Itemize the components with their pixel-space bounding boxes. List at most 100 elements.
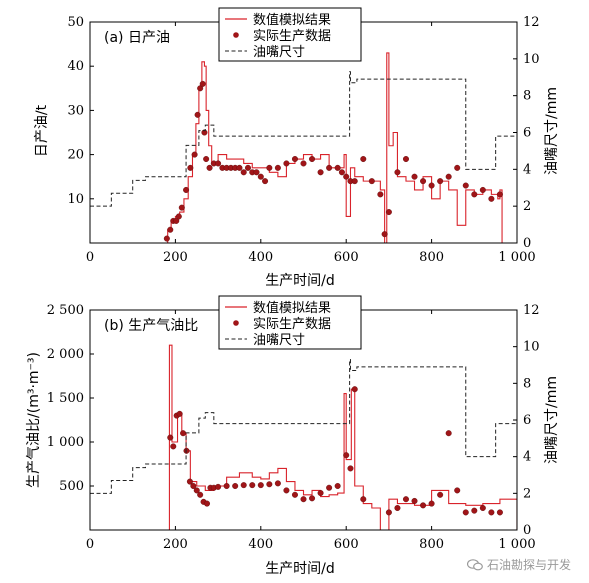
data-point [176,410,183,417]
legend-label: 数值模拟结果 [253,12,331,28]
data-point [479,186,486,193]
y-tick-label-left: 10 [67,192,84,207]
data-point [420,178,427,185]
watermark-text: 石油勘探与开发 [486,558,571,572]
data-point [257,173,264,180]
data-point [445,173,452,180]
data-point [326,164,333,171]
data-point [178,204,185,211]
data-point [462,509,469,516]
data-point [471,507,478,514]
actual-data-markers [163,80,503,242]
y-tick-label-right: 4 [523,162,531,177]
data-point [377,191,384,198]
y-tick-label-right: 0 [523,236,531,251]
data-point [309,495,316,502]
legend-label: 实际生产数据 [253,29,331,44]
chart-panel-b: 生产气油比/(m³·m⁻³) 油嘴尺寸/mm 生产时间/d 0 200 400 600… [26,295,560,577]
y-axis-title-right: 油嘴尺寸/mm [544,376,560,464]
y-tick-label-left: 30 [67,103,84,118]
data-point [167,434,174,441]
data-point [274,164,281,171]
y-tick-label-right: 2 [523,486,531,501]
y-tick-label-left: 50 [67,15,84,30]
x-tick-label: 1 000 [498,250,535,265]
legend-label: 油嘴尺寸 [253,333,305,348]
data-point [291,491,298,498]
data-point [283,487,290,494]
x-tick-label: 800 [419,250,444,265]
data-point [479,505,486,512]
choke-size-line [90,71,517,207]
choke-size-line [90,359,517,494]
data-point [236,164,243,171]
data-point [402,496,409,503]
data-point [488,195,495,202]
data-point [394,505,401,512]
y-tick-label-left: 1 000 [47,435,84,450]
data-point [167,226,174,233]
x-tick-label: 800 [419,537,444,552]
y-tick-label-left: 2 500 [47,303,84,318]
data-point [385,509,392,516]
y-tick-label-left: 20 [67,148,84,163]
y-axis-title-right: 油嘴尺寸/mm [544,87,560,175]
data-point [262,178,269,185]
legend-actual-swatch [233,32,239,38]
data-point [334,164,341,171]
y-tick-label-right: 6 [523,413,531,428]
data-point [197,85,204,92]
actual-data-markers [167,386,503,516]
x-axis-title: 生产时间/d [265,273,335,289]
data-point [402,156,409,163]
legend-label: 数值模拟结果 [253,300,331,316]
data-point [215,483,222,490]
data-point [496,509,503,516]
simulation-line [90,52,517,243]
data-point [266,481,273,488]
data-point [253,169,260,176]
y-tick-label-right: 0 [523,523,531,538]
chart-panel-a: 日产油/t 油嘴尺寸/mm 生产时间/d 0 200 400 600 800 1 0001… [34,7,560,289]
plot-inner [90,344,517,530]
data-point [338,169,345,176]
data-point [163,235,170,242]
plot-area [90,52,517,243]
x-tick-label: 1 000 [498,537,535,552]
data-point [368,178,375,185]
data-point [428,500,435,507]
data-point [420,502,427,509]
data-point [291,156,298,163]
data-point [223,483,230,490]
x-tick-label: 400 [248,537,273,552]
data-point [173,217,180,224]
data-point [193,487,200,494]
data-point [300,496,307,503]
data-point [317,169,324,176]
data-point [309,156,316,163]
data-point [283,160,290,167]
data-point [240,482,247,489]
data-point [266,164,273,171]
y-tick-label-right: 6 [523,126,531,141]
data-point [334,483,341,490]
legend-actual-swatch [233,320,239,326]
data-point [326,484,333,491]
data-point [187,164,194,171]
data-point [343,173,350,180]
data-point [394,169,401,176]
data-point [203,156,210,163]
y-axis-title-left: 生产气油比/(m³·m⁻³) [26,352,42,488]
data-point [194,111,201,118]
y-tick-label-right: 4 [523,450,531,465]
plot-area [90,344,517,530]
data-point [347,465,354,472]
data-point [199,80,206,87]
x-tick-label: 400 [248,250,273,265]
legend-label: 实际生产数据 [253,317,331,332]
data-point [180,430,187,437]
x-tick-label: 600 [334,537,359,552]
data-point [186,478,193,485]
data-point [454,487,461,494]
